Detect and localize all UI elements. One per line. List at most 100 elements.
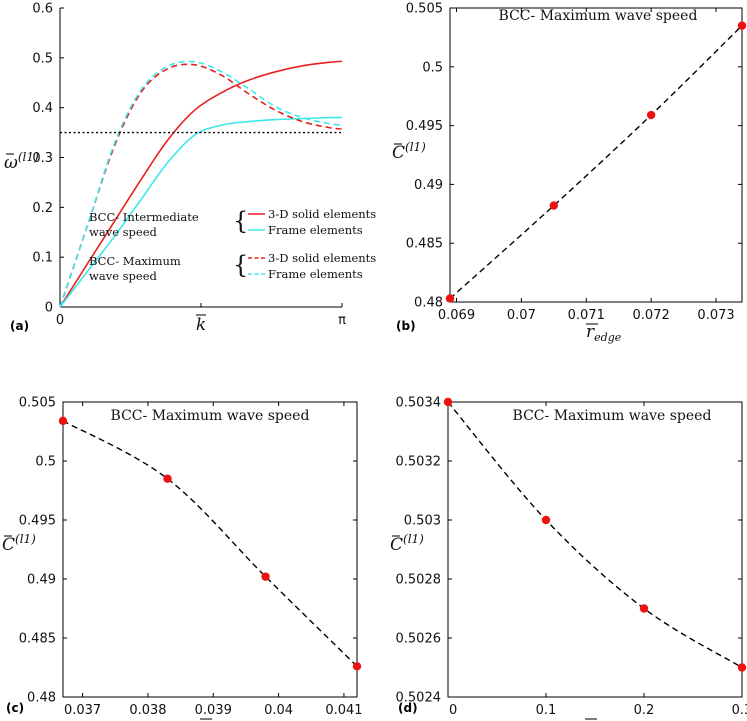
data-point	[646, 110, 656, 120]
data-point	[443, 397, 453, 407]
x-tick-label: 0.3	[732, 703, 747, 718]
x-tick-label: 0.1	[536, 703, 557, 718]
y-tick-label: 0.1	[32, 251, 53, 266]
x-tick-label: 0	[56, 313, 64, 328]
x-tick-label: 0.073	[697, 308, 734, 323]
y-tick-label: 0	[45, 301, 53, 316]
legend-entry-label: Frame elements	[268, 267, 363, 281]
y-tick-label: 0.49	[27, 573, 56, 588]
data-point	[639, 604, 649, 613]
x-tick-label: 0.2	[634, 703, 655, 718]
y-tick-label: 0.505	[19, 396, 56, 411]
y-tick-label: 0.4	[32, 101, 53, 116]
y-axis-label-main: C	[2, 535, 15, 555]
panel-b: 0.48 0.485 0.49 0.495 0.5 0.505 0.069 0.07 0.071…	[392, 2, 747, 344]
data-point	[445, 294, 455, 303]
x-tick-label: 0.038	[129, 703, 166, 718]
data-point	[58, 416, 68, 426]
series-line	[449, 25, 743, 300]
data-point	[261, 572, 270, 581]
series-line	[62, 420, 358, 667]
y-tick-label: 0.2	[32, 201, 53, 216]
data-point	[737, 21, 747, 30]
y-tick-label: 0.503	[404, 514, 441, 529]
y-axis-label-superscript: (l1)	[18, 150, 39, 164]
panel-label: (b)	[396, 319, 416, 333]
y-axis-label-superscript: (l1)	[403, 532, 424, 546]
y-tick-label: 0.5024	[396, 691, 442, 706]
y-tick-label: 0.48	[414, 296, 443, 311]
x-tick-label: 0.071	[568, 308, 605, 323]
x-tick-label: 0	[449, 703, 457, 718]
x-tick-label: k	[196, 315, 206, 335]
y-axis-label: ω(l1)	[4, 150, 39, 173]
legend-group-label: wave speed	[89, 269, 158, 283]
axes-frame	[62, 401, 358, 698]
y-tick-label: 0.49	[414, 178, 443, 193]
panel-label: (c)	[6, 701, 24, 715]
y-tick-label: 0.495	[19, 514, 56, 529]
data-point	[549, 201, 559, 210]
legend-entry-label: 3-D solid elements	[268, 251, 376, 265]
x-tick-label: 0.041	[325, 703, 362, 718]
legend-group-label: BCC- Intermediate	[89, 210, 199, 224]
data-point	[737, 663, 747, 672]
panel-label: (a)	[10, 319, 29, 333]
y-tick-label: 0.5	[422, 60, 443, 75]
x-tick-label: 0.072	[633, 308, 670, 323]
legend-brace-glyph: {	[233, 207, 248, 235]
series-line	[59, 60, 342, 308]
x-tick-label: 0.07	[507, 308, 536, 323]
y-tick-label: 0.495	[406, 119, 443, 134]
panel-d: 0.5024 0.5026 0.5028 0.503 0.5032 0.5034 0 0.1 0…	[390, 396, 747, 721]
chart-title: BCC- Maximum wave speed	[111, 408, 310, 424]
y-tick-label: 0.6	[32, 2, 53, 17]
axes-frame	[449, 7, 743, 303]
y-axis-label-main: C	[392, 143, 405, 163]
x-axis-label-subscript: edge	[594, 331, 622, 344]
x-tick-label: 0.039	[195, 703, 232, 718]
chart-title: BCC- Maximum wave speed	[513, 408, 712, 424]
x-tick-label: 0.069	[438, 308, 475, 323]
data-point	[163, 474, 172, 483]
legend-brace-glyph: {	[233, 251, 248, 279]
legend-group-label: BCC- Maximum	[89, 254, 181, 268]
x-tick-label: π	[338, 313, 346, 328]
panel-label: (d)	[398, 701, 418, 715]
legend-entry-label: Frame elements	[268, 223, 363, 237]
y-tick-label: 0.5	[32, 51, 53, 66]
panel-c: 0.48 0.485 0.49 0.495 0.5 0.505 0.037 0.038 0.03…	[2, 396, 363, 721]
y-axis-label: C(l1)	[390, 532, 424, 555]
y-axis-label-superscript: (l1)	[405, 140, 426, 154]
y-tick-label: 0.5028	[396, 573, 442, 588]
y-tick-label: 0.5	[35, 455, 56, 470]
series-line	[447, 401, 743, 669]
y-tick-label: 0.505	[406, 2, 443, 17]
data-point	[541, 515, 551, 525]
y-axis-label: C(l1)	[392, 140, 426, 163]
y-axis-label: C(l1)	[2, 532, 36, 555]
x-axis-label-main: r	[586, 322, 595, 342]
panel-a: 0 0.1 0.2 0.3 0.4 0.5 0.6 0 k π ω(l1) (a) BCC- Inter…	[4, 2, 376, 336]
x-tick-label: 0.04	[264, 703, 293, 718]
y-tick-label: 0.5034	[396, 396, 442, 411]
y-tick-label: 0.5032	[396, 455, 442, 470]
x-tick-label: 0.037	[64, 703, 101, 718]
data-point	[352, 662, 362, 671]
chart-title: BCC- Maximum wave speed	[499, 8, 698, 24]
y-axis-label-superscript: (l1)	[15, 532, 36, 546]
legend-entry-label: 3-D solid elements	[268, 207, 376, 221]
axes-frame	[447, 401, 743, 698]
series-line	[59, 60, 342, 308]
y-tick-label: 0.5026	[396, 632, 442, 647]
y-tick-label: 0.48	[27, 691, 56, 706]
y-axis-label-main: ω	[4, 153, 18, 173]
y-tick-label: 0.485	[406, 237, 443, 252]
y-axis-label-main: C	[390, 535, 403, 555]
y-tick-label: 0.3	[32, 151, 53, 166]
y-tick-label: 0.485	[19, 632, 56, 647]
series-line	[59, 63, 343, 308]
legend-group-label: wave speed	[89, 225, 158, 239]
x-axis-label: redge	[586, 322, 622, 344]
